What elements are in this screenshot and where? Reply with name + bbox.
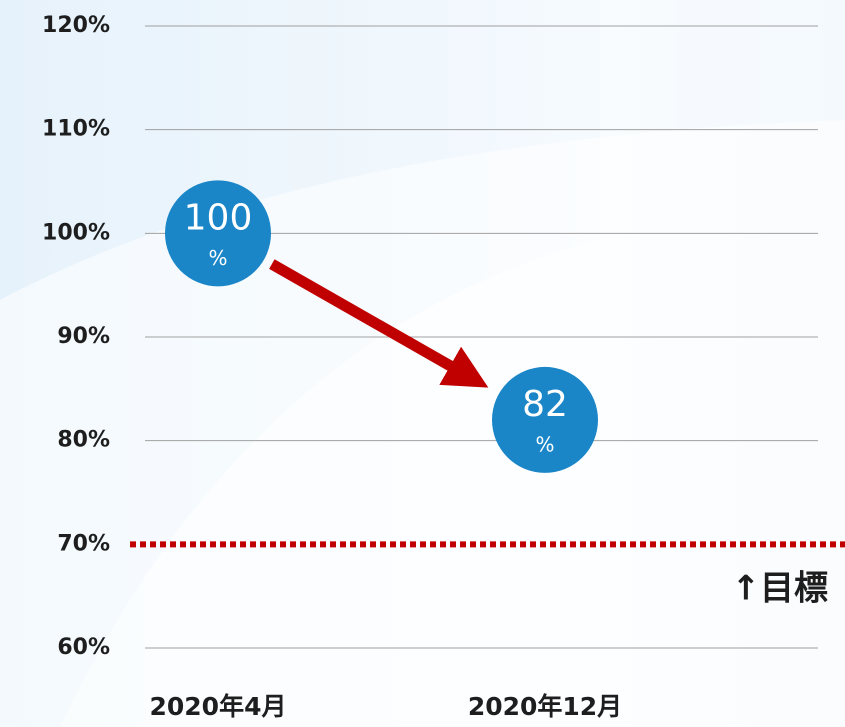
y-tick-label: 90%	[57, 324, 110, 349]
x-tick-label: 2020年4月	[150, 692, 287, 721]
value-unit: %	[208, 246, 227, 270]
y-tick-label: 110%	[42, 117, 110, 142]
value-unit: %	[535, 432, 554, 456]
y-tick-label: 60%	[57, 635, 110, 660]
value-label: 82	[522, 384, 568, 425]
trend-arrow	[269, 259, 489, 388]
x-tick-label: 2020年12月	[468, 692, 622, 721]
value-bubble	[165, 180, 271, 287]
target-label: ↑目標	[732, 569, 829, 609]
background-panel	[600, 0, 845, 727]
y-tick-label: 80%	[57, 428, 110, 453]
y-tick-label: 100%	[42, 220, 110, 245]
y-tick-label: 70%	[57, 531, 110, 556]
value-label: 100	[184, 197, 253, 238]
y-tick-label: 120%	[42, 13, 110, 38]
value-bubble	[492, 366, 598, 473]
